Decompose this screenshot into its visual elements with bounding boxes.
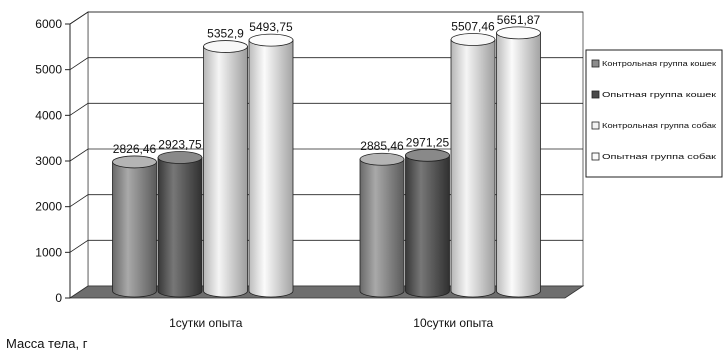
bar	[112, 155, 157, 298]
category-label: 10сутки опыта	[413, 316, 493, 330]
bar-top	[496, 26, 541, 40]
legend-label: Контрольная группа кошек	[602, 61, 717, 68]
bar-body	[248, 39, 294, 298]
data-label: 2826,46	[113, 142, 157, 156]
y-tick-label: 1000	[35, 245, 62, 259]
data-label: 2971,25	[406, 135, 450, 149]
y-tick-label: 6000	[35, 17, 62, 31]
category-labels: 1сутки опыта 10сутки опыта	[169, 316, 493, 330]
bar-top	[112, 155, 157, 169]
bar-body	[203, 46, 248, 298]
data-label: 2923,75	[158, 137, 202, 151]
bar	[496, 26, 541, 298]
data-label: 5493,75	[249, 20, 293, 34]
bar	[203, 40, 248, 298]
bar-body	[405, 154, 450, 298]
y-tick-label: 2000	[35, 200, 62, 214]
bar	[157, 151, 203, 298]
data-label: 5651,87	[497, 13, 541, 27]
legend-swatch	[591, 121, 600, 130]
data-label: 5507,46	[451, 19, 495, 33]
bar-body	[359, 158, 405, 298]
bar-body	[112, 161, 157, 298]
y-tick-labels: 0 1000 2000 3000 4000 5000 6000	[35, 17, 62, 305]
y-axis-title: Масса тела, г	[6, 336, 88, 351]
legend-label: Опытная группа кошек	[602, 92, 717, 99]
gridline	[69, 102, 583, 116]
bar	[359, 152, 405, 298]
legend-label: Контрольная группа собак	[602, 122, 717, 130]
category-label: 1сутки опыта	[169, 316, 243, 330]
bar	[450, 33, 496, 298]
y-tick-label: 4000	[35, 108, 62, 122]
data-label: 5352,9	[207, 27, 244, 41]
legend-swatch	[591, 152, 600, 161]
bar-body	[496, 32, 541, 298]
bars	[112, 26, 541, 298]
legend-swatch	[591, 59, 600, 68]
bar-top	[359, 152, 405, 166]
legend-box	[585, 49, 723, 178]
bar-body	[157, 157, 203, 298]
y-tick-label: 0	[55, 291, 62, 305]
y-tick-label: 3000	[35, 154, 62, 168]
bar-body	[450, 39, 496, 298]
bar-top	[450, 33, 496, 46]
bar	[248, 33, 294, 298]
bar	[405, 148, 450, 298]
bar-top	[157, 151, 203, 164]
bar-top	[203, 40, 248, 53]
legend: Контрольная группа кошек Опытная группа к…	[585, 49, 723, 178]
bar-top	[248, 33, 294, 47]
data-labels: 2826,46 2923,75 5352,9 5493,75 2885,46 2971,2…	[113, 13, 541, 156]
gridline	[69, 148, 583, 162]
y-tick-label: 5000	[35, 63, 62, 77]
data-label: 2885,46	[360, 139, 404, 153]
y-axis	[65, 23, 71, 299]
gridline	[69, 57, 583, 70]
legend-label: Опытная группа собак	[602, 153, 717, 161]
bar-top	[405, 148, 450, 162]
gridline	[69, 11, 583, 25]
legend-swatch	[591, 90, 600, 99]
